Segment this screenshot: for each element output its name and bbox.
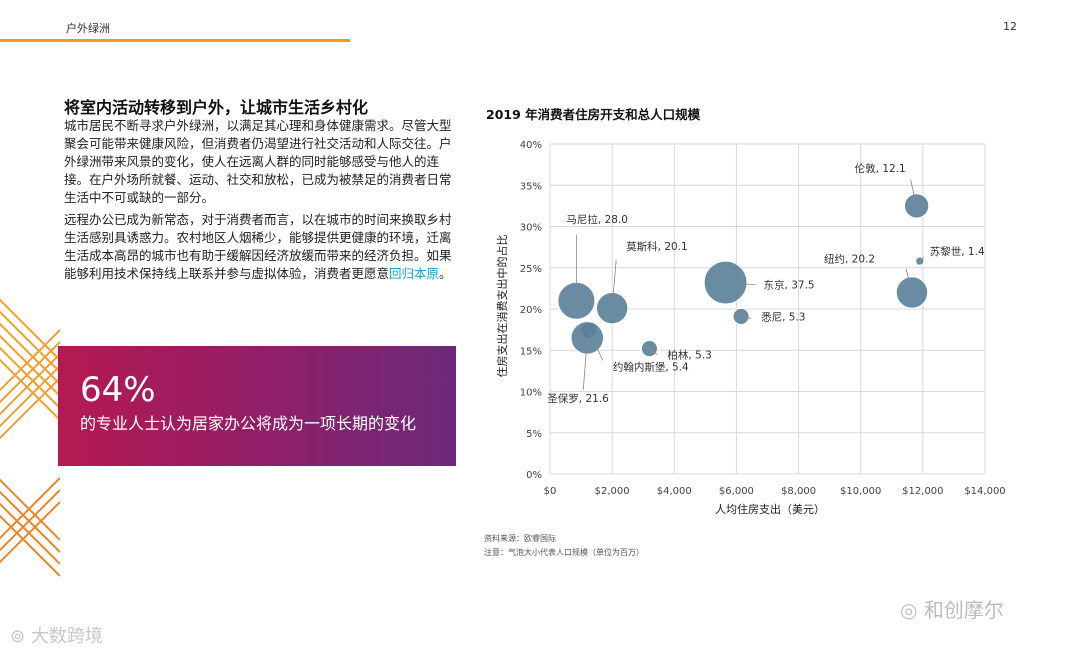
article-paragraph-2: 远程办公已成为新常态，对于消费者而言，以在城市的时间来换取乡村生活感别具诱惑力。…: [64, 211, 456, 283]
label-leader-line: [905, 268, 913, 293]
paragraph-2-text: 远程办公已成为新常态，对于消费者而言，以在城市的时间来换取乡村生活感别具诱惑力。…: [64, 212, 452, 281]
data-label: 马尼拉, 28.0: [566, 213, 628, 226]
bubble-point: [732, 307, 750, 325]
y-tick-label: 40%: [520, 140, 542, 151]
stat-text: 的专业人士认为居家办公将成为一项长期的变化: [80, 414, 417, 433]
x-tick-label: $4,000: [657, 486, 692, 497]
y-tick-label: 20%: [520, 305, 542, 316]
bigdata-logo-icon: ⊚: [10, 626, 26, 647]
y-tick-label: 15%: [520, 346, 542, 357]
y-tick-label: 0%: [526, 470, 542, 481]
section-label: 户外绿洲: [66, 22, 110, 35]
header-rule: [0, 39, 350, 42]
decorative-lines: [0, 298, 60, 577]
data-label: 纽约, 20.2: [824, 253, 875, 266]
data-label: 莫斯科, 20.1: [626, 240, 688, 253]
back-to-basics-link[interactable]: 回归本原: [389, 266, 440, 281]
data-label: 圣保罗, 21.6: [547, 392, 609, 405]
bubble-point: [595, 291, 629, 325]
chart-source: 资料来源：欧睿国际: [484, 534, 556, 543]
wechat-watermark: ◎ 和创摩尔: [900, 594, 1004, 623]
paragraph-2-end: 。: [439, 266, 452, 281]
page-number: 12: [1003, 20, 1017, 33]
chart-note: 注意：气泡大小代表人口规模（单位为百万）: [484, 548, 644, 557]
y-axis-label: 住房支出在消费支出中的占比: [495, 235, 509, 378]
y-tick-label: 35%: [520, 181, 542, 192]
bubble-point: [895, 276, 929, 309]
stat-box: [58, 346, 456, 466]
data-label: 伦敦, 12.1: [855, 162, 906, 175]
label-leader-line: [910, 179, 918, 206]
x-tick-label: $0: [544, 486, 557, 497]
article-heading: 将室内活动转移到户外，让城市生活乡村化: [64, 98, 369, 117]
y-tick-label: 25%: [520, 264, 542, 275]
label-leader-line: [919, 256, 925, 262]
x-tick-label: $8,000: [781, 486, 816, 497]
wechat-watermark-text: 和创摩尔: [923, 598, 1004, 622]
label-leader-line: [741, 316, 752, 319]
label-leader-line: [649, 348, 658, 355]
data-label: 悉尼, 5.3: [761, 311, 805, 323]
label-leader-line: [582, 337, 588, 390]
data-label: 柏林, 5.3: [667, 349, 711, 362]
label-leader-line: [588, 330, 604, 361]
bigdata-watermark: ⊚ 大数跨境: [10, 622, 103, 648]
y-tick-label: 10%: [520, 388, 542, 399]
label-leader-line: [611, 260, 617, 309]
bigdata-watermark-text: 大数跨境: [30, 626, 103, 647]
wechat-icon: ◎: [900, 598, 918, 622]
stat-value: 64%: [80, 370, 156, 410]
data-label: 苏黎世, 1.4: [930, 245, 985, 258]
bubble-chart: 0% 5% 10% 15% 20% 25% 30% 35% 40% $0 $2,000 $4,000…: [495, 140, 1006, 516]
data-label: 约翰内斯堡, 5.4: [613, 360, 689, 373]
x-tick-label: $10,000: [840, 486, 881, 497]
y-tick-label: 5%: [526, 429, 542, 440]
x-tick-label: $2,000: [595, 486, 630, 497]
x-tick-label: $6,000: [719, 486, 754, 497]
data-label: 东京, 37.5: [764, 279, 815, 292]
article-paragraph-1: 城市居民不断寻求户外绿洲，以满足其心理和身体健康需求。尽管大型聚会可能带来健康风…: [64, 118, 452, 205]
chart-title: 2019 年消费者住房开支和总人口规模: [486, 107, 701, 122]
x-axis-label: 人均住房支出（美元）: [715, 502, 825, 516]
x-tick-label: $12,000: [902, 486, 943, 497]
y-tick-label: 30%: [520, 223, 542, 234]
label-leader-line: [725, 282, 756, 285]
x-tick-label: $14,000: [964, 486, 1005, 497]
